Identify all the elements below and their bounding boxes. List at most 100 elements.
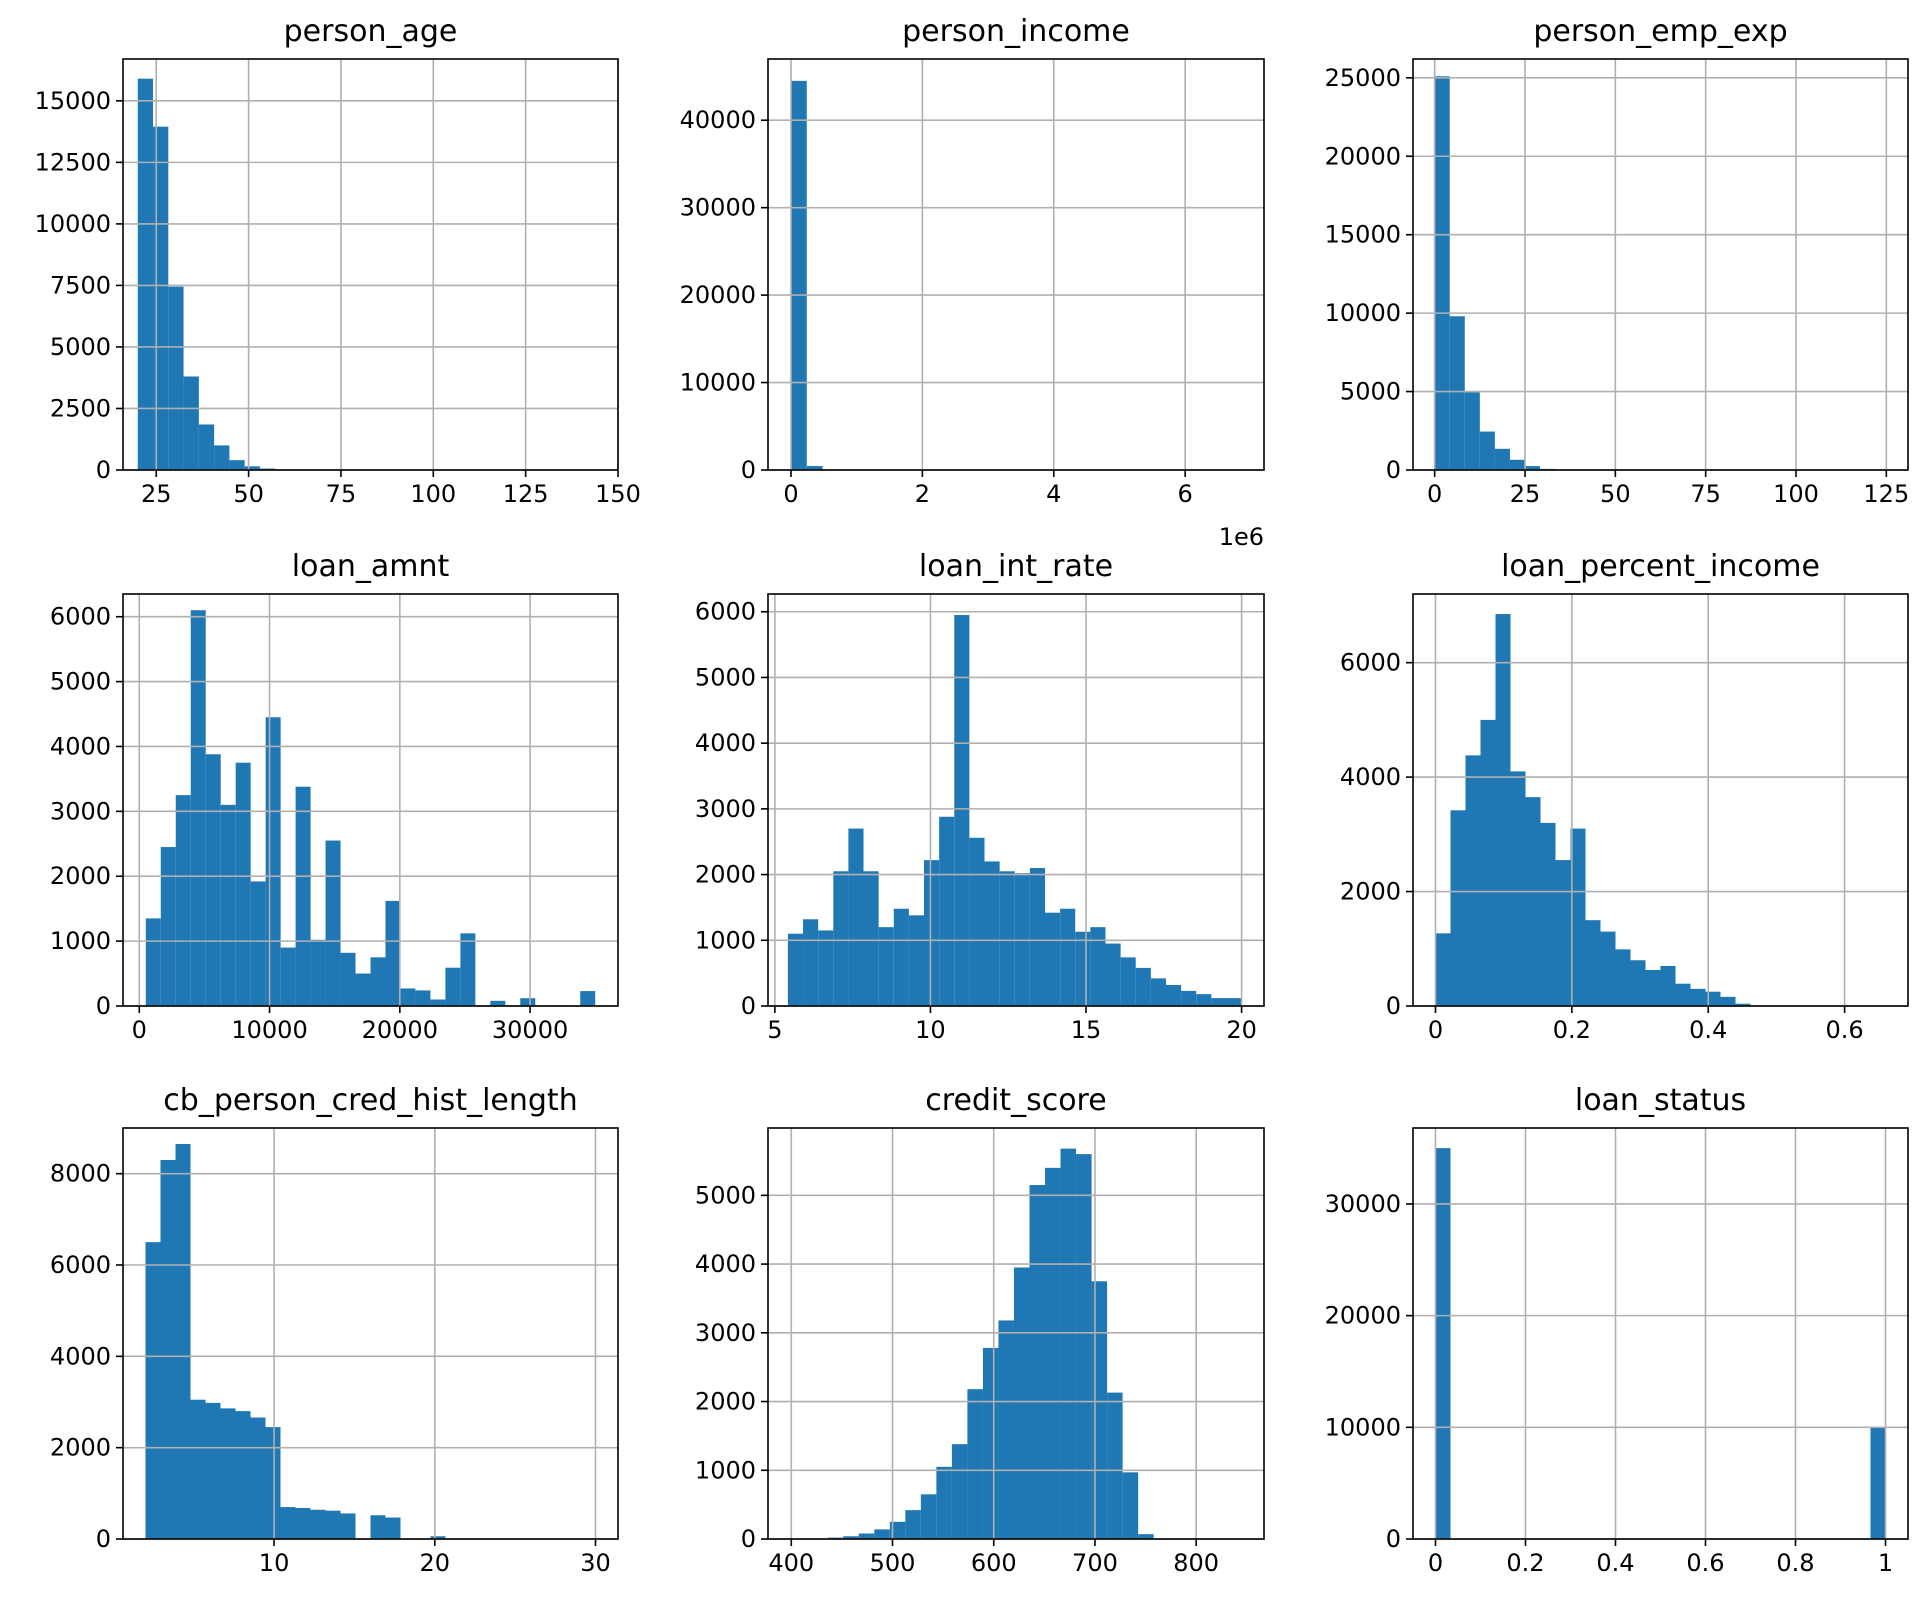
histogram-bar bbox=[168, 286, 184, 470]
y-tick-label: 1000 bbox=[50, 927, 111, 955]
histogram-bar bbox=[1060, 1148, 1077, 1539]
histogram-bar bbox=[1525, 797, 1541, 1006]
bars bbox=[1434, 76, 1601, 470]
y-tick-label: 0 bbox=[96, 1525, 111, 1553]
x-tick-label: 20000 bbox=[362, 1016, 438, 1044]
x-tick-label: 0.2 bbox=[1553, 1016, 1591, 1044]
x-tick-label: 0.4 bbox=[1596, 1549, 1634, 1577]
histogram-bar bbox=[1690, 988, 1706, 1006]
histogram-bar bbox=[1480, 719, 1496, 1006]
histogram-bar bbox=[982, 1347, 999, 1539]
histogram-bar bbox=[954, 615, 970, 1006]
histogram-bar bbox=[355, 973, 371, 1006]
histogram-bar bbox=[460, 933, 476, 1006]
histogram-bar bbox=[340, 1513, 356, 1539]
histogram-bar bbox=[235, 1411, 251, 1539]
x-tick-label: 20 bbox=[420, 1549, 451, 1577]
x-tick-label: 10000 bbox=[231, 1016, 307, 1044]
x-tick-label: 4 bbox=[1046, 480, 1061, 508]
histogram-bar bbox=[1675, 983, 1691, 1006]
histogram-bar bbox=[175, 1143, 191, 1539]
histogram-bar bbox=[220, 1408, 236, 1539]
histogram-bar bbox=[1450, 810, 1466, 1006]
y-tick-label: 30000 bbox=[680, 194, 756, 222]
histogram-bar bbox=[889, 1521, 906, 1539]
histogram-bar bbox=[205, 754, 221, 1006]
histogram-bar bbox=[250, 881, 266, 1006]
bars bbox=[1435, 1148, 1886, 1539]
y-tick-label: 12500 bbox=[35, 148, 111, 176]
histogram-bar bbox=[1435, 933, 1451, 1006]
y-tick-label: 2000 bbox=[50, 862, 111, 890]
histogram-bar bbox=[325, 1510, 341, 1539]
histogram-bar bbox=[1135, 967, 1151, 1006]
histogram-bar bbox=[848, 828, 864, 1006]
histogram-bar bbox=[999, 871, 1015, 1006]
x-tick-label: 500 bbox=[870, 1549, 916, 1577]
plot-frame bbox=[767, 593, 1265, 1007]
histogram-bar bbox=[190, 1399, 206, 1539]
histogram-bar bbox=[580, 991, 596, 1006]
histogram-bar bbox=[1660, 965, 1676, 1006]
y-tick-label: 10000 bbox=[680, 369, 756, 397]
y-tick-label: 6000 bbox=[50, 1251, 111, 1279]
histogram-bar bbox=[370, 957, 386, 1006]
histogram-bar bbox=[1150, 978, 1166, 1006]
y-tick-label: 2000 bbox=[695, 1388, 756, 1416]
histogram-bar bbox=[969, 837, 985, 1006]
x-tick-label: 0.2 bbox=[1506, 1549, 1544, 1577]
x-tick-label: 0.6 bbox=[1826, 1016, 1864, 1044]
histogram-bar bbox=[924, 860, 940, 1006]
x-tick-label: 75 bbox=[326, 480, 357, 508]
histogram-bar bbox=[214, 445, 230, 470]
histogram-bar bbox=[908, 915, 925, 1006]
histogram-panel-credit-score: credit_score 400 500 600 700 800 0 1000 2000 3000… bbox=[695, 1083, 1265, 1577]
x-tick-label: 5 bbox=[767, 1016, 782, 1044]
histogram-bar bbox=[145, 918, 161, 1006]
x-tick-label: 800 bbox=[1173, 1549, 1219, 1577]
plot-frame bbox=[767, 1127, 1265, 1540]
y-tick-label: 4000 bbox=[50, 732, 111, 760]
y-tick-label: 10000 bbox=[35, 210, 111, 238]
histogram-bar bbox=[1105, 943, 1121, 1006]
x-tick-label: 700 bbox=[1072, 1549, 1118, 1577]
histogram-bar bbox=[951, 1444, 968, 1539]
histogram-bar bbox=[1600, 931, 1616, 1006]
histogram-bar bbox=[175, 795, 191, 1006]
histogram-panel-person-age: person_age 25 50 75 100 125 150 0 2500 5000 7500 10… bbox=[35, 14, 641, 508]
histogram-bar bbox=[153, 126, 169, 471]
y-tick-label: 30000 bbox=[1325, 1190, 1401, 1218]
bars bbox=[1435, 614, 1796, 1006]
histogram-bar bbox=[198, 424, 215, 470]
y-tick-label: 25000 bbox=[1325, 64, 1401, 92]
histogram-bar bbox=[843, 1536, 859, 1539]
bars bbox=[137, 78, 291, 471]
histogram-bar bbox=[1181, 990, 1197, 1006]
histogram-bar bbox=[878, 927, 894, 1006]
histogram-bar bbox=[1494, 448, 1510, 470]
histogram-panel-loan-percent-income: loan_percent_income 0 0.2 0.4 0.6 0 2000 4000 60… bbox=[1340, 549, 1909, 1044]
histogram-bar bbox=[1138, 1534, 1154, 1539]
histogram-bar bbox=[1615, 949, 1631, 1006]
y-tick-label: 4000 bbox=[695, 1250, 756, 1278]
y-tick-label: 2500 bbox=[50, 394, 111, 422]
x-tick-label: 0.4 bbox=[1689, 1016, 1727, 1044]
histogram-panel-loan-amnt: loan_amnt 0 10000 20000 30000 0 1000 2000 3000 40… bbox=[50, 549, 619, 1044]
histogram-bar bbox=[905, 1510, 921, 1539]
y-tick-label: 6000 bbox=[695, 598, 756, 626]
x-tick-label: 30 bbox=[580, 1549, 611, 1577]
histogram-bar bbox=[280, 947, 296, 1006]
histogram-bar bbox=[137, 78, 154, 470]
x-tick-label: 100 bbox=[410, 480, 456, 508]
histogram-bar bbox=[160, 847, 176, 1006]
panel-title: loan_amnt bbox=[292, 549, 450, 584]
histogram-bar bbox=[939, 816, 955, 1006]
histogram-bar bbox=[1120, 957, 1136, 1006]
y-tick-label: 5000 bbox=[1340, 378, 1401, 406]
bars bbox=[145, 610, 596, 1006]
histogram-bar bbox=[1060, 908, 1076, 1006]
panel-title: person_income bbox=[902, 14, 1130, 49]
bars bbox=[812, 1148, 1170, 1539]
bars bbox=[787, 615, 1242, 1006]
y-tick-label: 5000 bbox=[50, 333, 111, 361]
